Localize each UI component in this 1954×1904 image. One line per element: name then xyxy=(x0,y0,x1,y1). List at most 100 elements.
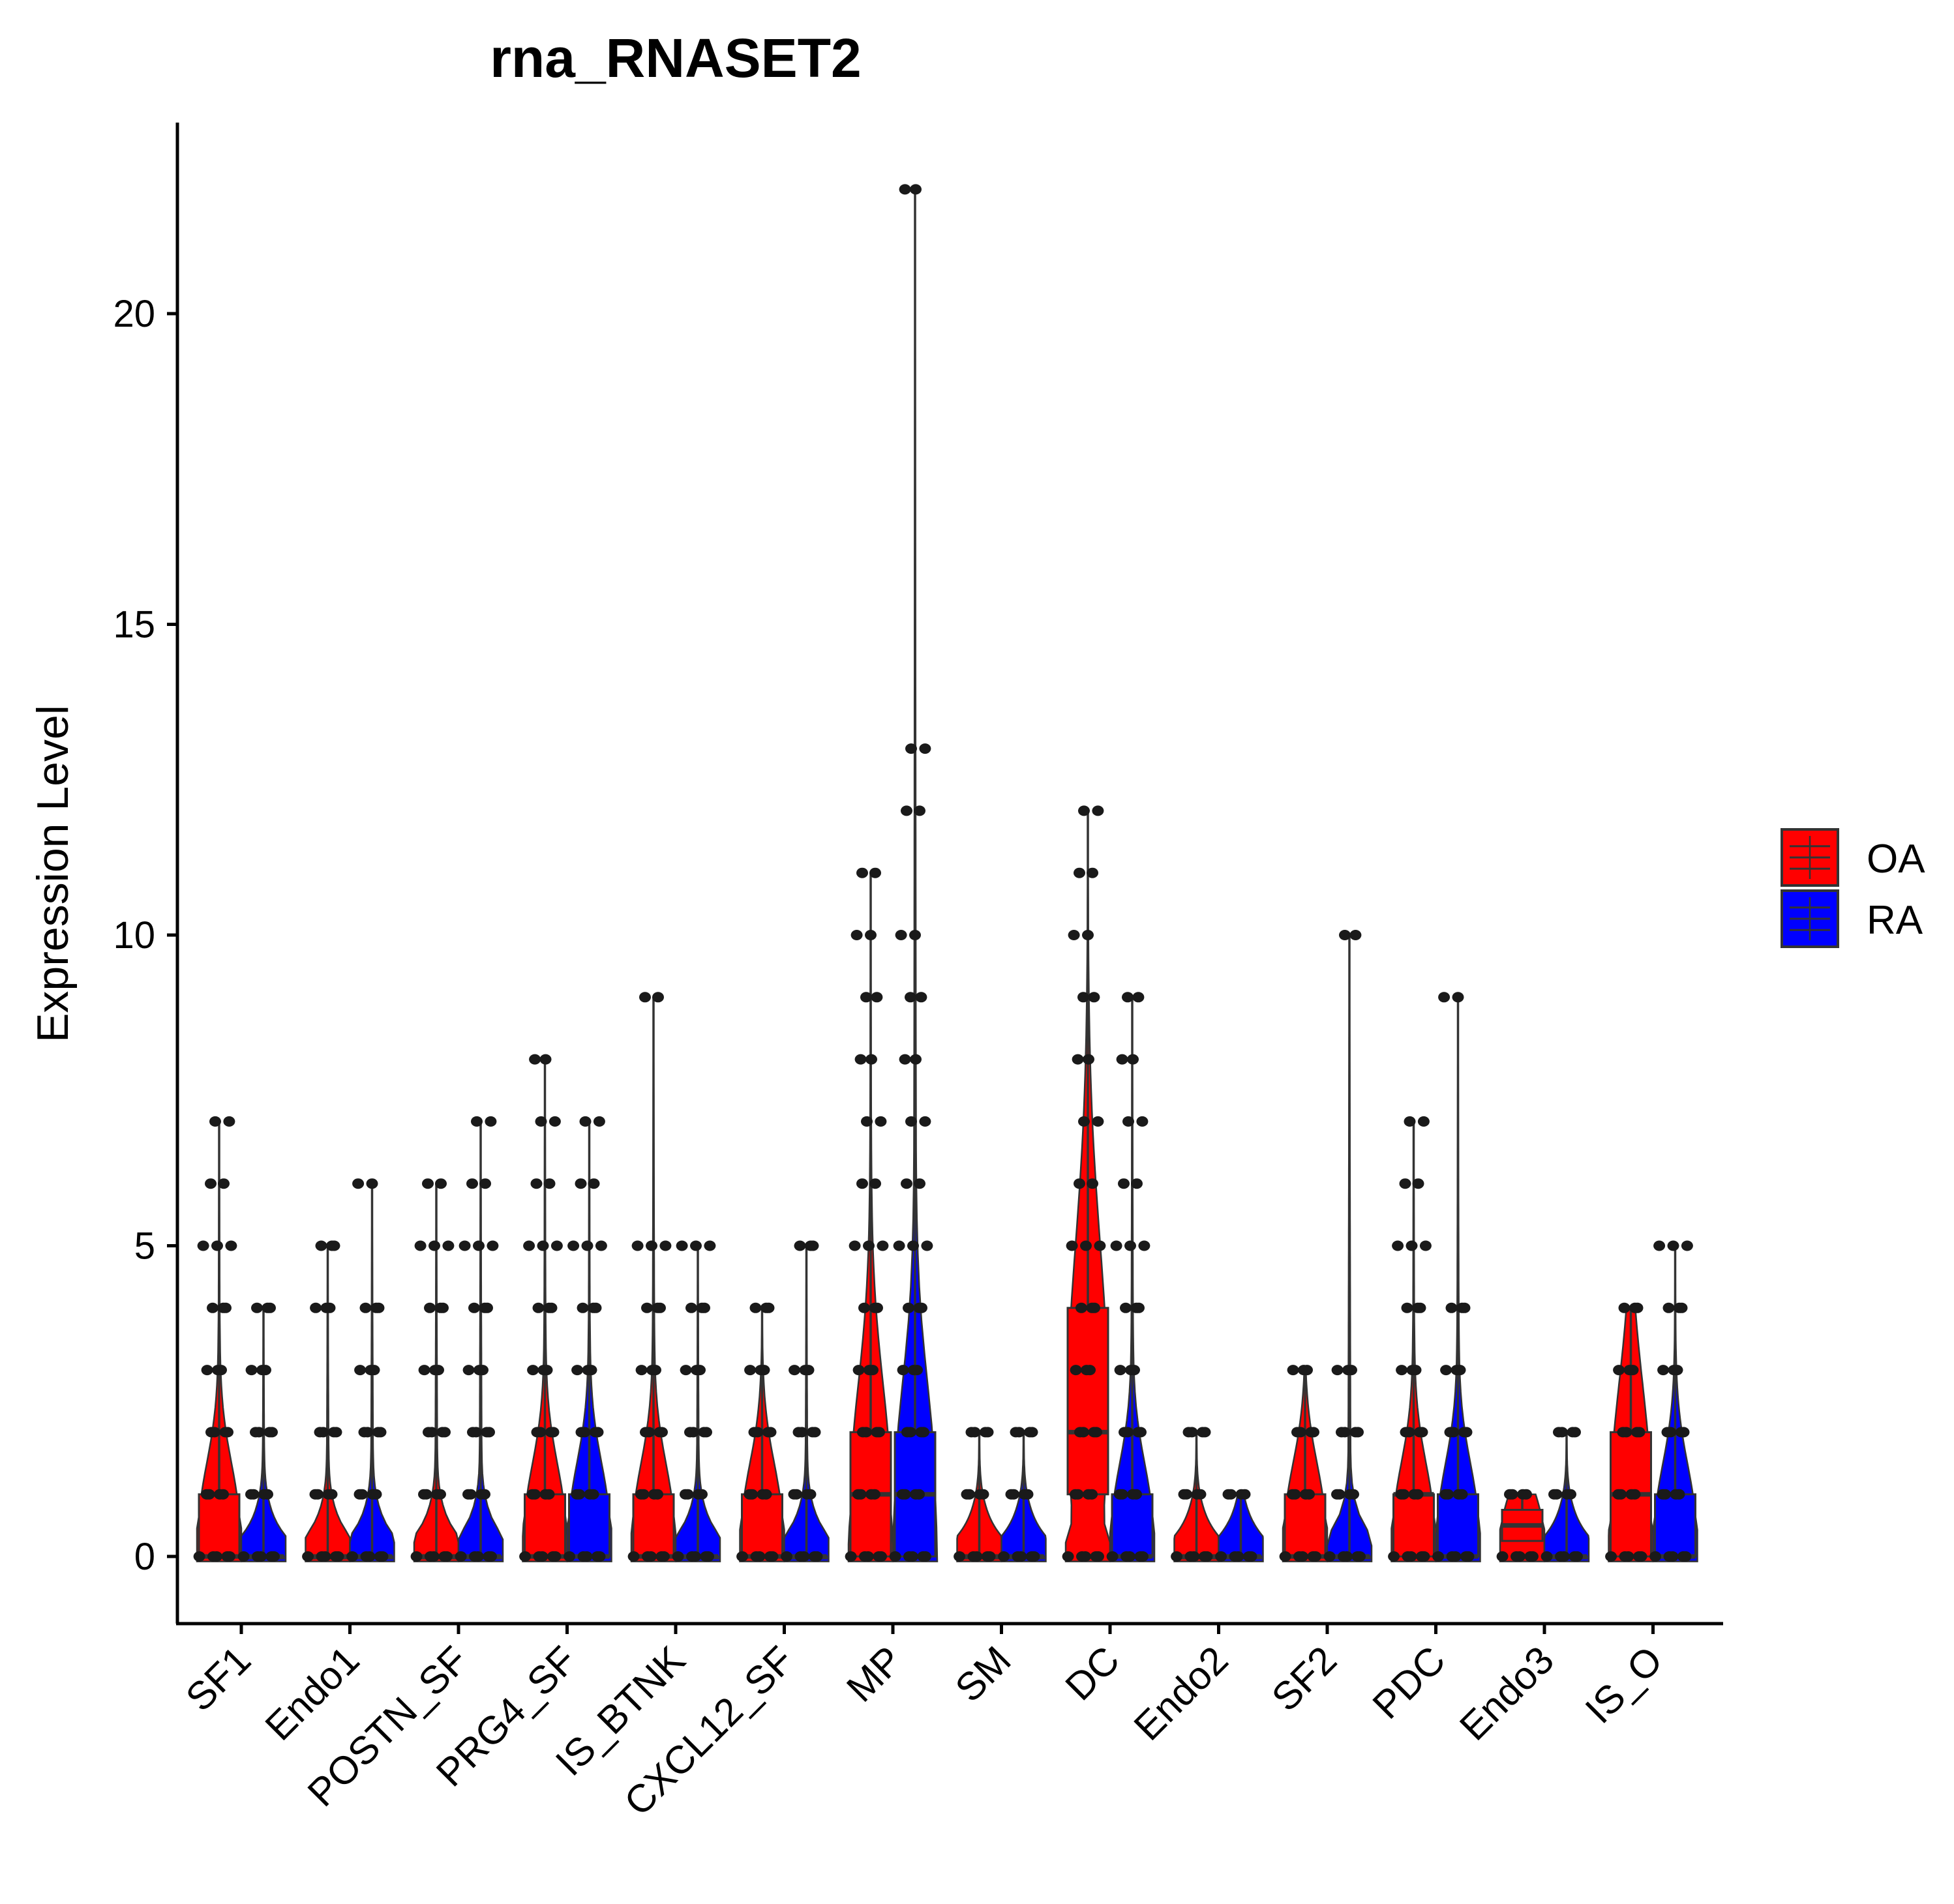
data-point xyxy=(483,1427,495,1438)
data-point xyxy=(645,1551,657,1562)
data-point xyxy=(543,1489,555,1500)
data-point xyxy=(585,1365,597,1376)
data-point xyxy=(1122,1427,1134,1438)
data-point xyxy=(845,1551,857,1562)
data-point xyxy=(1287,1365,1299,1376)
data-point xyxy=(746,1489,759,1500)
x-tick-label: SM xyxy=(947,1638,1019,1710)
data-point xyxy=(913,1489,925,1500)
data-point xyxy=(1442,1489,1454,1500)
data-point xyxy=(1462,1551,1475,1562)
data-point xyxy=(215,1365,227,1376)
data-point xyxy=(1676,1302,1688,1313)
violin-RA-SF1 xyxy=(237,1302,287,1562)
data-point xyxy=(1310,1551,1321,1562)
data-point xyxy=(1411,1489,1424,1500)
data-point xyxy=(1629,1489,1641,1500)
data-point xyxy=(637,1489,650,1500)
data-point xyxy=(1026,1427,1038,1438)
data-point xyxy=(790,1489,803,1500)
data-point xyxy=(918,1427,929,1438)
iqr-box xyxy=(632,1493,675,1558)
data-point xyxy=(209,1427,220,1438)
data-point xyxy=(1416,1427,1428,1438)
data-point xyxy=(1062,1551,1074,1562)
data-point xyxy=(323,1302,336,1313)
data-point xyxy=(1323,1551,1336,1562)
data-point xyxy=(897,1365,909,1376)
data-point xyxy=(1138,1240,1150,1251)
data-point xyxy=(910,1054,922,1065)
data-point xyxy=(1565,1489,1576,1500)
data-point xyxy=(850,930,863,940)
data-point xyxy=(1225,1489,1237,1500)
data-point xyxy=(1681,1240,1693,1251)
violin-RA-IS_BTNK xyxy=(672,1240,721,1562)
data-point xyxy=(862,1551,874,1562)
data-point xyxy=(861,1116,873,1127)
data-point xyxy=(702,1551,714,1562)
data-point xyxy=(643,1427,655,1438)
data-point xyxy=(905,1116,917,1127)
data-point xyxy=(1072,1054,1084,1065)
data-point xyxy=(523,1240,535,1251)
data-point xyxy=(205,1178,217,1189)
data-point xyxy=(529,1054,541,1065)
violin-RA-POSTN_SF xyxy=(455,1116,504,1562)
data-point xyxy=(1297,1551,1308,1562)
data-point xyxy=(672,1551,684,1562)
data-point xyxy=(223,1116,235,1127)
data-point xyxy=(361,1427,374,1438)
data-point xyxy=(1414,1302,1426,1313)
data-point xyxy=(1403,1427,1415,1438)
data-point xyxy=(211,1240,223,1251)
data-point xyxy=(1215,1551,1227,1562)
data-point xyxy=(434,1489,446,1500)
data-point xyxy=(907,1551,918,1562)
data-point xyxy=(984,1551,996,1562)
violin-OA-POSTN_SF xyxy=(410,1178,460,1562)
y-tick-label: 5 xyxy=(134,1225,155,1268)
data-point xyxy=(1110,1240,1122,1251)
data-point xyxy=(224,1551,235,1562)
violin-RA-IS_O xyxy=(1649,1240,1698,1562)
iqr-box xyxy=(741,1493,783,1558)
violin-layer xyxy=(193,184,1698,1562)
data-point xyxy=(1418,1551,1430,1562)
data-point xyxy=(253,1427,265,1438)
data-point xyxy=(1188,1551,1200,1562)
data-point xyxy=(1571,1551,1583,1562)
data-point xyxy=(564,1551,576,1562)
data-point xyxy=(414,1240,427,1251)
data-point xyxy=(631,1240,644,1251)
iqr-box xyxy=(1111,1493,1154,1558)
data-point xyxy=(916,1302,927,1313)
data-point xyxy=(901,1178,912,1189)
violin-RA-PRG4_SF xyxy=(564,1116,612,1562)
data-point xyxy=(1339,930,1351,940)
data-point xyxy=(907,1240,919,1251)
data-point xyxy=(567,1240,580,1251)
data-point xyxy=(420,1489,432,1500)
violin-OA-PRG4_SF xyxy=(519,1054,568,1562)
data-point xyxy=(541,1365,553,1376)
data-point xyxy=(245,1365,258,1376)
data-point xyxy=(1092,805,1104,816)
data-point xyxy=(1074,1178,1085,1189)
data-point xyxy=(758,1365,770,1376)
data-point xyxy=(1015,1551,1027,1562)
data-point xyxy=(1106,1551,1119,1562)
data-point xyxy=(1404,1116,1416,1127)
violin-RA-MP xyxy=(889,184,939,1562)
data-point xyxy=(1677,1427,1690,1438)
data-point xyxy=(1308,1427,1319,1438)
data-point xyxy=(1078,1116,1090,1127)
data-point xyxy=(1080,1240,1092,1251)
data-point xyxy=(1352,1427,1364,1438)
data-point xyxy=(1460,1427,1473,1438)
data-point xyxy=(424,1302,436,1313)
data-point xyxy=(435,1178,447,1189)
data-point xyxy=(656,1427,668,1438)
data-point xyxy=(1659,1489,1672,1500)
data-point xyxy=(579,1116,592,1127)
